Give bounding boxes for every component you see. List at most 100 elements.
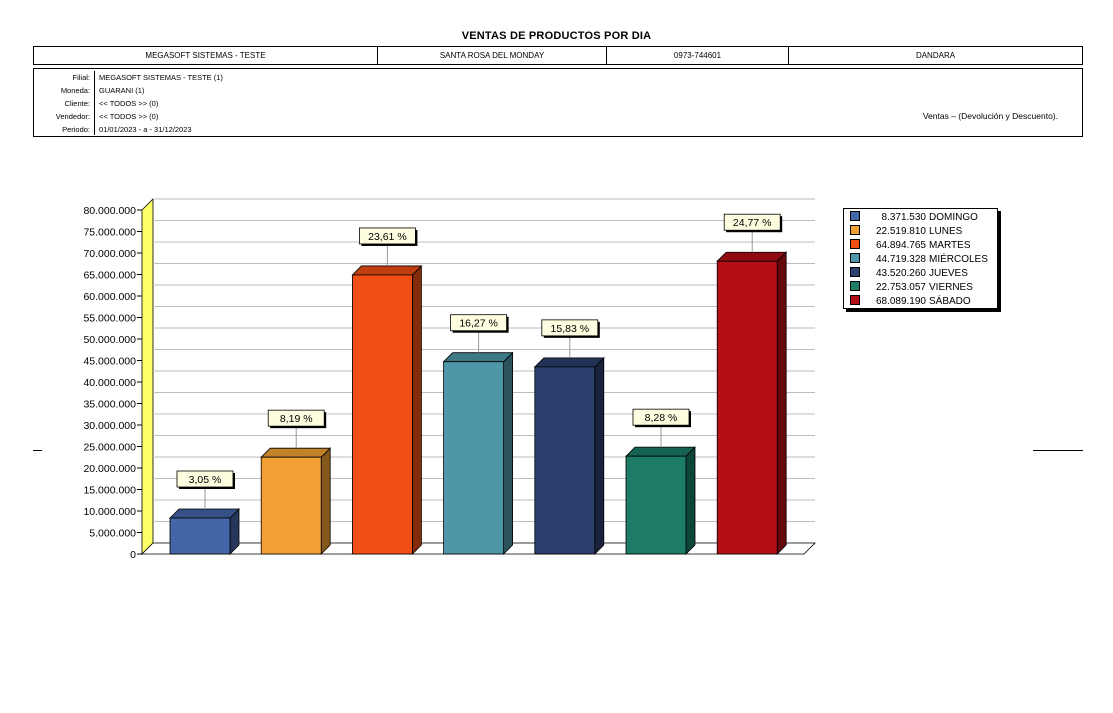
filter-label: Vendedor:	[55, 112, 90, 121]
y-tick-label: 45.000.000	[83, 356, 136, 368]
y-tick-label: 75.000.000	[83, 227, 136, 239]
data-label-box	[176, 470, 234, 488]
bar-side	[685, 446, 696, 555]
legend-value: 8.371.530	[881, 212, 927, 223]
bar-viernes	[625, 455, 687, 555]
y-tick-label: 10.000.000	[83, 506, 136, 518]
bar-domingo	[169, 517, 231, 555]
data-label-box	[632, 408, 690, 426]
y-tick-label: 30.000.000	[83, 420, 136, 432]
filter-label: Moneda:	[60, 86, 90, 95]
data-label: 24,77 %	[733, 217, 772, 229]
right-dash-mark	[1033, 450, 1083, 451]
data-label: 15,83 %	[551, 323, 590, 335]
filter-label: Cliente:	[64, 99, 90, 108]
data-label-box	[358, 227, 416, 245]
legend-value: 64.894.765	[875, 240, 926, 251]
filters-divider	[94, 71, 95, 135]
legend-item: 8.371.530 DOMINGO	[850, 211, 978, 225]
user-name: DANDARA	[915, 51, 956, 60]
data-label: 23,61 %	[368, 231, 407, 243]
legend-item: 44.719.328 MIÉRCOLES	[850, 253, 988, 267]
legend-item: 22.753.057 VIERNES	[850, 281, 973, 295]
bar-top	[716, 251, 788, 262]
legend-swatch	[850, 281, 860, 292]
data-label-box	[450, 314, 508, 332]
bar-top	[625, 446, 696, 457]
legend-swatch	[850, 267, 860, 278]
y-tick-label: 0	[130, 549, 136, 561]
legend-value: 22.753.057	[875, 282, 926, 293]
bar-side	[503, 351, 513, 555]
filter-label: Periodo:	[62, 125, 90, 134]
bar-miércoles	[443, 361, 505, 555]
company-name: MEGASOFT SISTEMAS - TESTE	[34, 47, 378, 64]
data-label: 8,28 %	[645, 412, 678, 424]
bar-side	[594, 356, 605, 555]
y-tick-label: 50.000.000	[83, 334, 136, 346]
y-tick-label: 80.000.000	[83, 205, 136, 217]
legend-value: 44.719.328	[875, 254, 926, 265]
report-title: VENTAS DE PRODUCTOS POR DIA	[461, 30, 652, 42]
data-label-box	[541, 319, 599, 337]
legend-swatch	[850, 225, 860, 236]
data-label-box	[723, 213, 781, 231]
y-tick-label: 15.000.000	[83, 485, 136, 497]
y-tick-label: 5.000.000	[89, 528, 136, 540]
y-tick-label: 35.000.000	[83, 399, 136, 411]
legend-label: DOMINGO	[929, 212, 978, 223]
report-note: Ventas – (Devolución y Descuento).	[922, 111, 1058, 121]
company-phone: 0973-744601	[607, 47, 789, 64]
bar-martes	[351, 274, 413, 555]
report-header-bar: MEGASOFT SISTEMAS - TESTE SANTA ROSA DEL…	[33, 46, 1083, 65]
chart-legend: 8.371.530 DOMINGO 22.519.810 LUNES 64.894.76…	[843, 208, 998, 309]
left-dash-mark	[33, 450, 42, 451]
filter-value: << TODOS >> (0)	[99, 99, 159, 108]
y-tick-label: 55.000.000	[83, 313, 136, 325]
legend-value: 43.520.260	[875, 268, 926, 279]
legend-label: VIERNES	[929, 282, 973, 293]
legend-label: JUEVES	[929, 268, 968, 279]
bar-top	[351, 265, 423, 276]
report-filters: Filial: MEGASOFT SISTEMAS - TESTE (1) Mo…	[33, 68, 1083, 137]
y-tick-label: 20.000.000	[83, 463, 136, 475]
bar-side	[320, 447, 331, 555]
y-tick-label: 25.000.000	[83, 442, 136, 454]
filter-value: GUARANI (1)	[99, 86, 145, 95]
y-tick-label: 65.000.000	[83, 270, 136, 282]
legend-label: MARTES	[929, 240, 971, 251]
data-label: 16,27 %	[459, 318, 498, 330]
y-tick-label: 60.000.000	[83, 291, 136, 303]
data-label: 8,19 %	[280, 413, 313, 425]
filter-label: Filial:	[72, 73, 90, 82]
bar-top	[260, 447, 332, 458]
legend-label: MIÉRCOLES	[929, 254, 988, 265]
legend-label: LUNES	[929, 226, 963, 237]
bar-jueves	[534, 366, 596, 555]
legend-swatch	[850, 253, 860, 264]
legend-value: 22.519.810	[875, 226, 926, 237]
y-tick-label: 70.000.000	[83, 248, 136, 260]
chart-side-wall	[141, 198, 154, 555]
legend-swatch	[850, 295, 860, 306]
filter-value: MEGASOFT SISTEMAS - TESTE (1)	[99, 73, 223, 82]
bar-chart: 0 5.000.000 10.000.000 15.000.000 20.000.000…	[83, 198, 816, 561]
legend-swatch	[850, 211, 860, 222]
filter-value: 01/01/2023 - a - 31/12/2023	[99, 125, 192, 134]
bar-top	[533, 357, 605, 368]
bar-sábado	[716, 260, 778, 555]
data-label-box	[267, 409, 325, 427]
data-label: 3,05 %	[189, 474, 222, 486]
bar-lunes	[260, 456, 322, 555]
legend-item: 68.089.190 SÁBADO	[850, 295, 971, 309]
bar-side	[776, 251, 787, 555]
legend-value: 68.089.190	[875, 296, 926, 307]
legend-swatch	[850, 239, 860, 250]
filter-value: << TODOS >> (0)	[99, 112, 159, 121]
bar-side	[411, 264, 422, 555]
y-tick-label: 40.000.000	[83, 377, 136, 389]
legend-item: 22.519.810 LUNES	[850, 225, 962, 239]
bar-top	[169, 508, 240, 519]
legend-item: 64.894.765 MARTES	[850, 239, 971, 253]
legend-label: SÁBADO	[929, 296, 971, 307]
